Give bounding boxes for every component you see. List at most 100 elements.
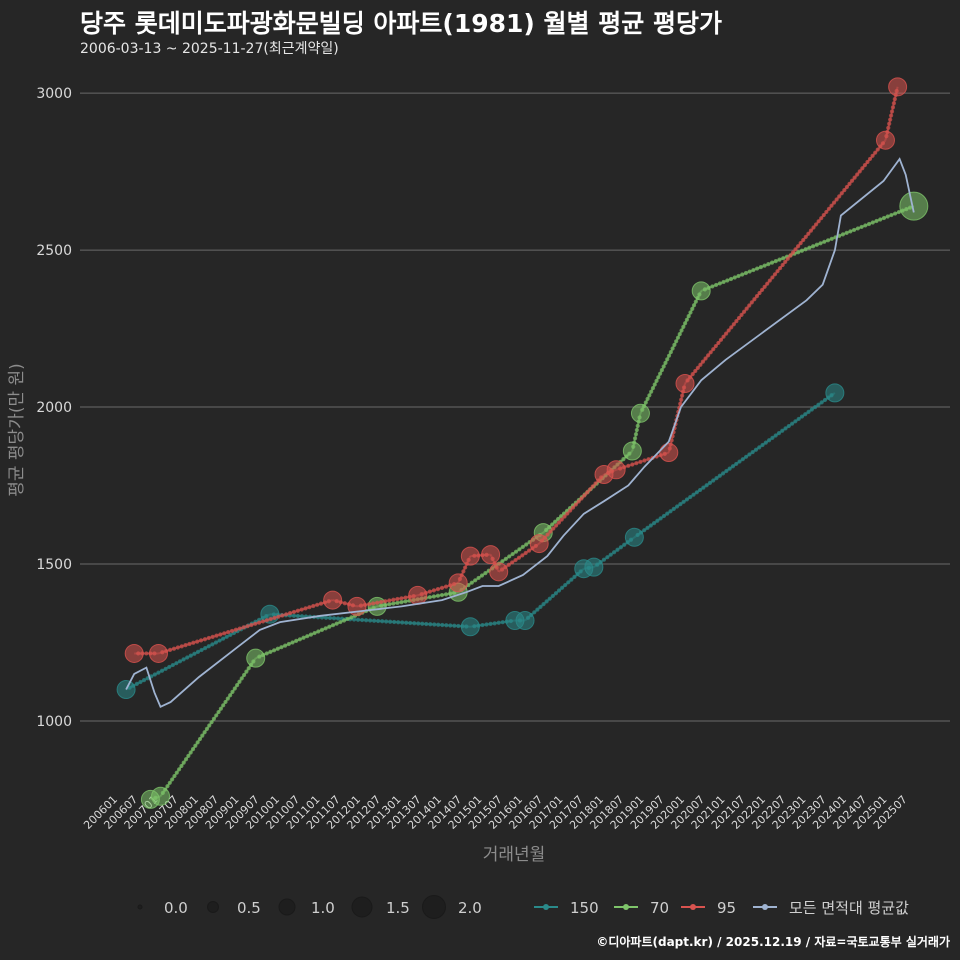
series-70-dot bbox=[634, 427, 639, 433]
series-95-point[interactable] bbox=[408, 585, 428, 605]
series-95-dot bbox=[202, 637, 208, 642]
series-70-dot bbox=[435, 593, 441, 598]
series-95-dot bbox=[669, 438, 674, 443]
series-70-point[interactable] bbox=[899, 191, 929, 221]
series-150-dot bbox=[213, 640, 219, 645]
series-150-point[interactable] bbox=[624, 527, 644, 547]
series-95-dot bbox=[276, 614, 281, 619]
series-150-point[interactable] bbox=[584, 557, 604, 577]
series-95-point[interactable] bbox=[675, 373, 695, 393]
series-95-point[interactable] bbox=[460, 546, 480, 566]
series-70-point[interactable] bbox=[367, 596, 387, 616]
series-95-point[interactable] bbox=[606, 460, 626, 480]
series-70-dot bbox=[863, 223, 868, 228]
series-95-dot bbox=[562, 514, 567, 519]
series-95-dot bbox=[179, 644, 184, 649]
series-70-dot bbox=[290, 640, 295, 645]
series-95-dot bbox=[762, 284, 767, 289]
series-150-point[interactable] bbox=[116, 680, 136, 700]
series-70-dot bbox=[524, 542, 529, 547]
series-95-dot bbox=[819, 216, 824, 221]
series-95-point[interactable] bbox=[489, 562, 509, 582]
series-70-dot bbox=[399, 600, 404, 605]
series-70-dot bbox=[469, 580, 474, 585]
series-150-point[interactable] bbox=[460, 617, 480, 637]
series-95-point[interactable] bbox=[529, 534, 549, 554]
series-150-dot bbox=[790, 421, 795, 426]
series-95-dot bbox=[311, 603, 316, 609]
series-70-dot bbox=[896, 209, 902, 215]
series-70-point[interactable] bbox=[151, 786, 171, 806]
series-70-dot bbox=[885, 214, 890, 219]
series-70-dot bbox=[658, 371, 663, 376]
series-150-point[interactable] bbox=[515, 610, 535, 630]
series-95-dot bbox=[890, 105, 896, 110]
y-axis-label: 평균 평당가(만 원) bbox=[7, 363, 27, 497]
y-tick-label: 2500 bbox=[36, 243, 72, 259]
series-70-point[interactable] bbox=[691, 281, 711, 301]
series-150-dot bbox=[556, 588, 562, 593]
series-150-dot bbox=[210, 642, 215, 647]
series-70-dot bbox=[829, 236, 834, 241]
series-70-dot bbox=[176, 767, 182, 772]
series-70-dot bbox=[633, 432, 639, 437]
series-95-dot bbox=[693, 368, 698, 374]
series-70-dot bbox=[221, 703, 226, 708]
series-150-dot bbox=[645, 525, 650, 530]
series-150-dot bbox=[701, 485, 706, 490]
series-150-dot bbox=[177, 659, 183, 664]
series-95-point[interactable] bbox=[875, 130, 895, 150]
series-95-dot bbox=[867, 156, 873, 162]
series-95-point[interactable] bbox=[659, 443, 679, 463]
series-95-dot bbox=[284, 612, 289, 617]
series-70-dot bbox=[237, 679, 242, 684]
series-95-point[interactable] bbox=[888, 77, 908, 97]
series-70-point[interactable] bbox=[622, 441, 642, 461]
series-70-point[interactable] bbox=[246, 648, 266, 668]
y-tick-label: 2000 bbox=[36, 400, 72, 416]
series-70-dot bbox=[665, 357, 670, 362]
series-95-dot bbox=[770, 275, 775, 280]
series-70-dot bbox=[507, 554, 512, 559]
series-70-dot bbox=[652, 382, 657, 387]
series-95-dot bbox=[767, 278, 772, 283]
series-95-dot bbox=[559, 517, 564, 522]
series-95-dot bbox=[821, 212, 826, 218]
series-150-point[interactable] bbox=[825, 383, 845, 403]
series-95-dot bbox=[587, 487, 593, 492]
series-95-point[interactable] bbox=[149, 643, 168, 663]
series-95-point[interactable] bbox=[323, 590, 343, 610]
series-150-dot bbox=[388, 619, 393, 624]
series-70-dot bbox=[681, 324, 686, 329]
series-95-dot bbox=[233, 627, 238, 632]
series-70-dot bbox=[232, 686, 237, 691]
series-150-dot bbox=[452, 623, 457, 628]
series-150-dot bbox=[822, 397, 828, 403]
series-150-dot bbox=[753, 447, 759, 452]
series-150-dot bbox=[655, 518, 660, 523]
series-95-point[interactable] bbox=[124, 643, 144, 663]
series-150-dot bbox=[291, 613, 297, 618]
series-70-dot bbox=[239, 676, 244, 681]
series-70-point[interactable] bbox=[630, 403, 650, 423]
series-150-dot bbox=[648, 523, 653, 528]
legend-label-1: 70 bbox=[650, 899, 669, 917]
x-axis: 2006012006072007012007072008012008072009… bbox=[81, 793, 910, 832]
series-95-dot bbox=[387, 598, 392, 603]
series-70-dot bbox=[773, 259, 778, 264]
series-150-dot bbox=[799, 414, 805, 419]
series-150-dot bbox=[372, 618, 377, 623]
series-95-point[interactable] bbox=[448, 573, 468, 593]
series-70-dot bbox=[659, 367, 664, 373]
series-150-dot bbox=[721, 471, 726, 476]
series-70-dot bbox=[387, 602, 392, 607]
series-95-dot bbox=[834, 197, 839, 202]
series-95-dot bbox=[191, 640, 196, 645]
series-70-dot bbox=[654, 378, 659, 383]
series-150-dot bbox=[185, 655, 190, 660]
series-150-dot bbox=[550, 593, 555, 599]
series-95-point[interactable] bbox=[481, 545, 501, 565]
series-150-dot bbox=[170, 662, 175, 668]
series-150-dot bbox=[622, 542, 627, 547]
series-70-dot bbox=[893, 211, 898, 216]
